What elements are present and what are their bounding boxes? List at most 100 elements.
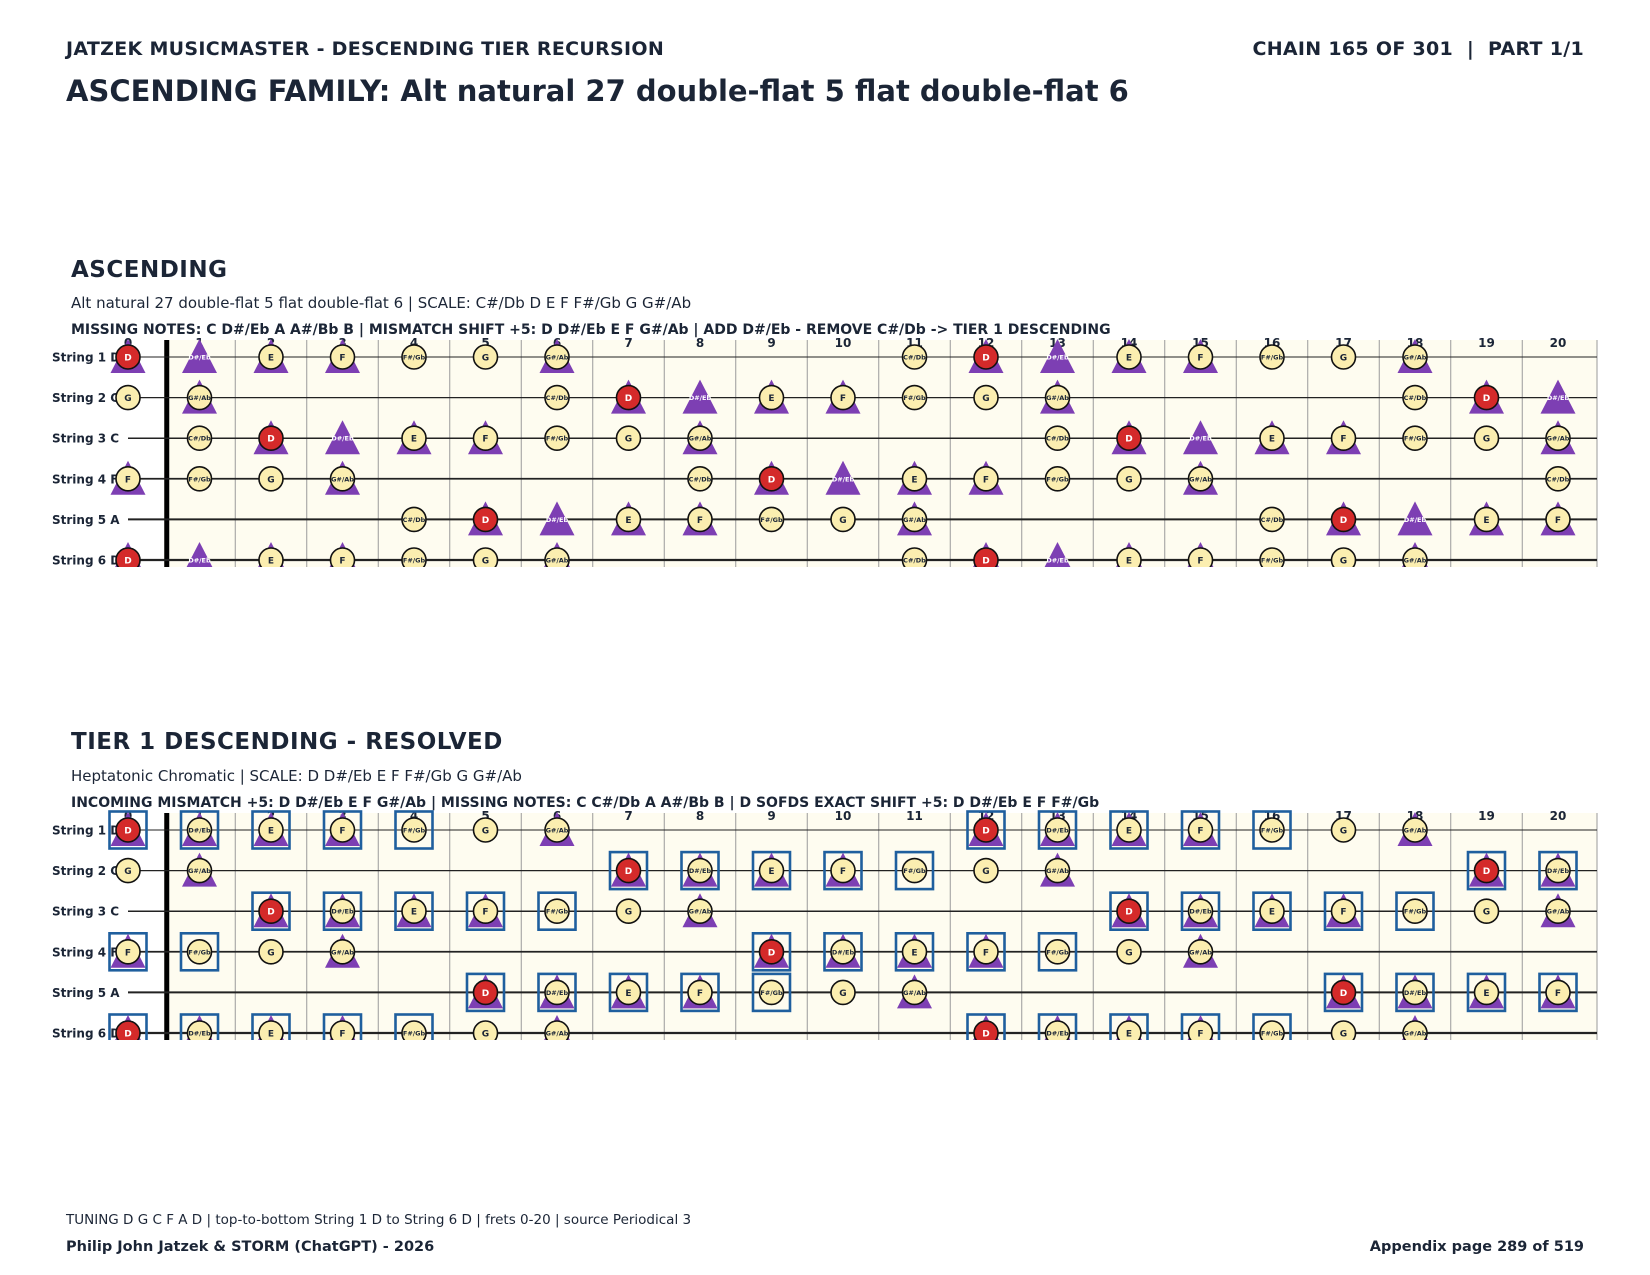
scale-note-circle [901, 384, 928, 411]
root-note-circle [1473, 857, 1500, 884]
note-marker-g: G [830, 506, 856, 533]
note-marker-d: D [1466, 850, 1507, 891]
fret-number-label: 7 [624, 809, 632, 823]
note-marker-d: D [751, 932, 792, 972]
scale-note-circle [472, 1020, 499, 1040]
scale-note-circle [1545, 857, 1571, 884]
shift-box-marker [608, 850, 649, 891]
root-note-circle [115, 1020, 141, 1040]
note-marker-cs-db: C#/Db [186, 425, 213, 451]
note-marker-e: E [608, 972, 649, 1013]
scale-note-circle [1044, 857, 1071, 884]
note-marker-fs-gb: F#/Gb [1259, 547, 1285, 567]
scale-note-circle [544, 979, 570, 1006]
string-label: String 5 A [52, 513, 120, 527]
scale-note-circle [186, 939, 213, 965]
note-label: D [124, 827, 131, 837]
note-marker-fs-gb: F#/Gb [394, 1013, 434, 1040]
note-marker-d: D [611, 379, 646, 414]
note-label: G#/Ab [1404, 827, 1427, 835]
note-label: D [982, 827, 989, 837]
scale-note-circle [472, 898, 499, 924]
note-label: F#/Gb [403, 557, 426, 565]
note-label: G [124, 867, 131, 877]
note-label: C#/Db [403, 516, 426, 524]
note-label: C#/Db [1547, 475, 1570, 483]
note-marker-cs-db: C#/Db [1044, 425, 1071, 451]
scale-note-circle [1545, 466, 1571, 492]
shift-box-marker [179, 810, 220, 850]
note-label: D#/Eb [1404, 516, 1427, 524]
note-label: D [625, 394, 632, 404]
note-label: E [1126, 354, 1132, 364]
root-note-circle [1330, 506, 1357, 533]
note-marker-d: D [468, 501, 503, 536]
shift-box-marker [465, 891, 506, 931]
scale-note-circle [1116, 1020, 1142, 1040]
scale-note-circle [1402, 979, 1428, 1006]
note-label: G#/Ab [1547, 435, 1570, 443]
scale-note-circle [687, 425, 713, 451]
note-label: F#/Gb [546, 908, 569, 916]
note-marker-cs-db: C#/Db [1259, 506, 1285, 533]
note-label: E [268, 557, 274, 567]
note-label: F#/Gb [903, 394, 926, 402]
note-label: D#/Eb [546, 989, 569, 997]
root-note-circle [115, 547, 141, 567]
note-label: F [697, 516, 703, 526]
fretboard-tier1: String 1 D String 2 G String 3 C String 4 F… [52, 809, 1598, 1040]
scale-note-circle [186, 466, 213, 492]
fret-number-label: 20 [1550, 809, 1567, 823]
scale-note-circle [258, 939, 284, 965]
fret-number-label: 4 [410, 809, 418, 823]
scale-note-circle [1259, 425, 1285, 451]
scale-note-circle [1044, 1020, 1071, 1040]
scale-note-circle [1116, 817, 1142, 843]
scale-note-circle [258, 344, 284, 370]
note-marker-g: G [258, 466, 284, 492]
chain-series-title: JATZEK MUSICMASTER - DESCENDING TIER REC… [66, 38, 665, 60]
shift-box-marker [108, 932, 148, 972]
shift-box-marker [1180, 810, 1221, 850]
note-marker-gs-ab: G#/Ab [682, 420, 718, 455]
note-marker-fs-gb: F#/Gb [1259, 344, 1285, 370]
note-marker-f: F [1540, 501, 1576, 536]
note-label: F [1197, 827, 1203, 837]
note-marker-g: G [1116, 939, 1142, 965]
note-marker-f: F [680, 972, 720, 1013]
scale-note-circle [329, 1020, 356, 1040]
note-marker-cs-db: C#/Db [544, 384, 570, 411]
shift-box-marker [1323, 891, 1364, 931]
note-marker-fs-gb: F#/Gb [1395, 891, 1435, 931]
scale-note-circle [758, 857, 785, 884]
root-note-circle [258, 898, 284, 924]
note-marker-d: D [973, 542, 999, 567]
scale-note-circle [1116, 939, 1142, 965]
scale-note-circle [1402, 425, 1428, 451]
fret-number-label: 10 [835, 336, 852, 350]
note-label: F [339, 827, 345, 837]
scale-note-circle [1259, 344, 1285, 370]
scale-note-circle [544, 1020, 570, 1040]
shift-box-marker [1109, 891, 1149, 931]
scale-note-circle [973, 466, 999, 492]
footer-tuning-info: TUNING D G C F A D | top-to-bottom Strin… [66, 1212, 692, 1228]
note-label: E [1269, 435, 1275, 445]
note-marker-gs-ab: G#/Ab [325, 460, 360, 495]
note-label: F#/Gb [188, 948, 211, 956]
section-subtitle-ascending: Alt natural 27 double-flat 5 flat double… [71, 294, 692, 312]
note-marker-gs-ab: G#/Ab [539, 812, 575, 846]
fret-number-label: 7 [624, 336, 632, 350]
note-label: E [911, 948, 917, 958]
root-note-circle [115, 817, 141, 843]
note-label: D [768, 475, 775, 485]
scale-note-circle [830, 384, 856, 411]
shift-box-marker [966, 810, 1006, 850]
note-label: D [1483, 394, 1490, 404]
note-marker-fs-gb: F#/Gb [901, 384, 928, 411]
note-marker-fs-gb: F#/Gb [751, 972, 792, 1013]
root-note-circle [615, 384, 642, 411]
scale-note-circle [1116, 466, 1142, 492]
fret-number-label: 8 [696, 809, 704, 823]
scale-note-circle [615, 898, 642, 924]
